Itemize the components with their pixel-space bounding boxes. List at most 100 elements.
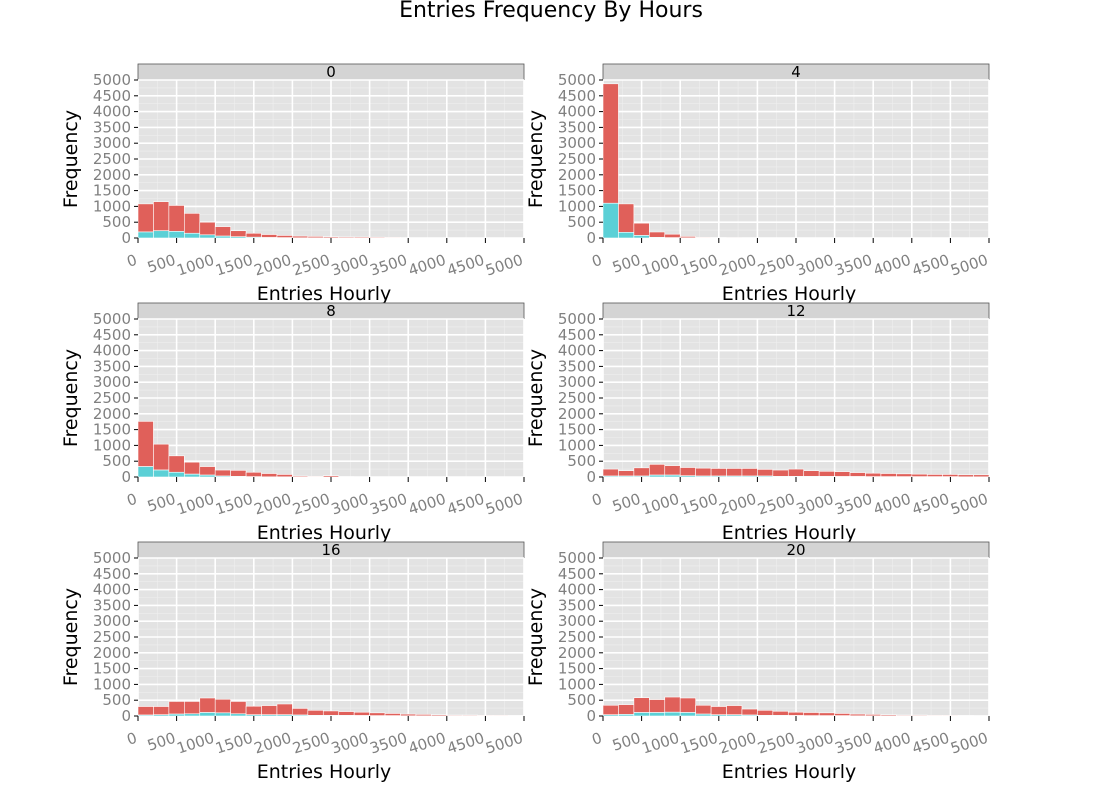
y-tick-label: 4500 [93,565,131,583]
y-tick-label: 4000 [93,342,131,360]
histogram-bar-upper [926,715,943,717]
histogram-bar-lower [230,713,247,717]
histogram-bar-upper [184,701,201,715]
histogram-bar-upper [477,715,494,717]
histogram-bar-upper [679,467,696,477]
histogram-bar-lower [168,713,185,717]
x-tick-label: 2000 [252,490,294,519]
y-tick-label: 2000 [93,166,131,184]
histogram-bar-lower [602,475,619,478]
histogram-bar-upper [818,712,835,716]
histogram-bar-lower [199,474,216,478]
y-tick-label: 3000 [93,612,131,630]
histogram-bar-lower [153,469,170,478]
histogram-bar-lower [322,715,340,717]
histogram-bar-upper [245,705,262,716]
x-tick-label: 2500 [755,729,797,758]
y-tick-label: 4500 [558,565,596,583]
histogram-bar-upper [602,704,619,716]
y-axis-title: Frequency [525,349,547,447]
y-tick-label: 2000 [93,405,131,423]
histogram-bar-upper [741,708,758,716]
histogram-bar-upper [292,708,309,716]
y-tick-label: 3000 [558,612,596,630]
y-tick-label: 4500 [558,87,596,105]
x-tick-label: 3000 [329,490,371,519]
x-tick-label: 4500 [910,251,952,280]
histogram-bar-upper [633,697,650,713]
histogram-bar-upper [695,467,712,477]
histogram-bar-upper [245,471,262,477]
facet-strip-label: 4 [791,63,801,81]
histogram-bar-lower [664,711,681,717]
y-tick-label: 500 [567,213,596,231]
x-tick-label: 4000 [871,490,913,519]
x-tick-label: 1000 [640,729,682,758]
facet-strip-label: 12 [786,302,805,320]
x-tick-label: 4500 [445,729,487,758]
histogram-bar-upper [214,469,231,477]
histogram-bar-upper [649,699,666,713]
histogram-bar-lower [664,474,681,478]
histogram-bar-lower [602,202,619,239]
histogram-bar-upper [168,455,185,473]
facet-panel-hour-20: 2005001000150020002500300035004000450050… [525,541,990,783]
histogram-bar-upper [276,235,293,238]
histogram-bar-upper [338,711,355,716]
x-axis-title: Entries Hourly [722,522,857,544]
histogram-bar-upper [772,710,789,716]
histogram-bar-upper [353,236,370,239]
histogram-bar-lower [199,712,216,717]
x-tick-label: 2500 [290,729,332,758]
histogram-bar-lower [726,475,743,478]
x-tick-label: 1000 [175,729,217,758]
histogram-bar-upper [369,712,386,716]
y-tick-label: 500 [567,452,596,470]
histogram-bar-lower [618,475,635,478]
histogram-bar-upper [168,701,185,715]
x-tick-label: 1500 [213,490,255,519]
histogram-bar-lower [803,476,820,478]
y-tick-label: 3500 [93,596,131,614]
histogram-bar-lower [276,714,293,717]
histogram-bar-upper [664,696,681,713]
histogram-bar-upper [602,83,619,204]
y-tick-label: 3500 [558,118,596,136]
histogram-bar-lower [679,475,696,478]
histogram-bar-lower [184,713,201,717]
x-tick-label: 2500 [755,251,797,280]
y-tick-label: 2000 [558,166,596,184]
x-tick-label: 3000 [329,729,371,758]
histogram-bar-upper [137,421,154,467]
y-tick-label: 2500 [558,389,596,407]
y-tick-label: 4000 [93,581,131,599]
y-tick-label: 3000 [93,373,131,391]
y-tick-label: 0 [121,229,131,247]
histogram-bar-lower [633,235,650,239]
y-tick-label: 1500 [93,421,131,439]
x-tick-label: 2000 [717,490,759,519]
y-tick-label: 4500 [93,87,131,105]
histogram-bar-lower [741,714,758,717]
histogram-bar-upper [137,203,154,233]
histogram-bar-upper [633,222,650,236]
histogram-bar-lower [649,712,666,717]
histogram-bar-lower [214,475,231,478]
y-tick-label: 1500 [558,421,596,439]
x-tick-label: 4000 [871,251,913,280]
histogram-bar-lower [184,473,201,478]
y-tick-label: 2000 [93,644,131,662]
x-tick-label: 2000 [252,251,294,280]
histogram-bar-upper [245,232,262,238]
histogram-bar-upper [865,472,882,477]
histogram-bar-lower [184,232,201,239]
y-axis-title: Frequency [525,588,547,686]
x-tick-label: 500 [610,490,643,516]
histogram-bar-upper [618,470,635,477]
histogram-bar-lower [137,231,154,239]
y-tick-label: 1500 [558,660,596,678]
histogram-bar-lower [772,476,789,478]
histogram-bar-upper [896,473,913,477]
histogram-bar-upper [276,474,293,478]
x-tick-label: 2000 [252,729,294,758]
